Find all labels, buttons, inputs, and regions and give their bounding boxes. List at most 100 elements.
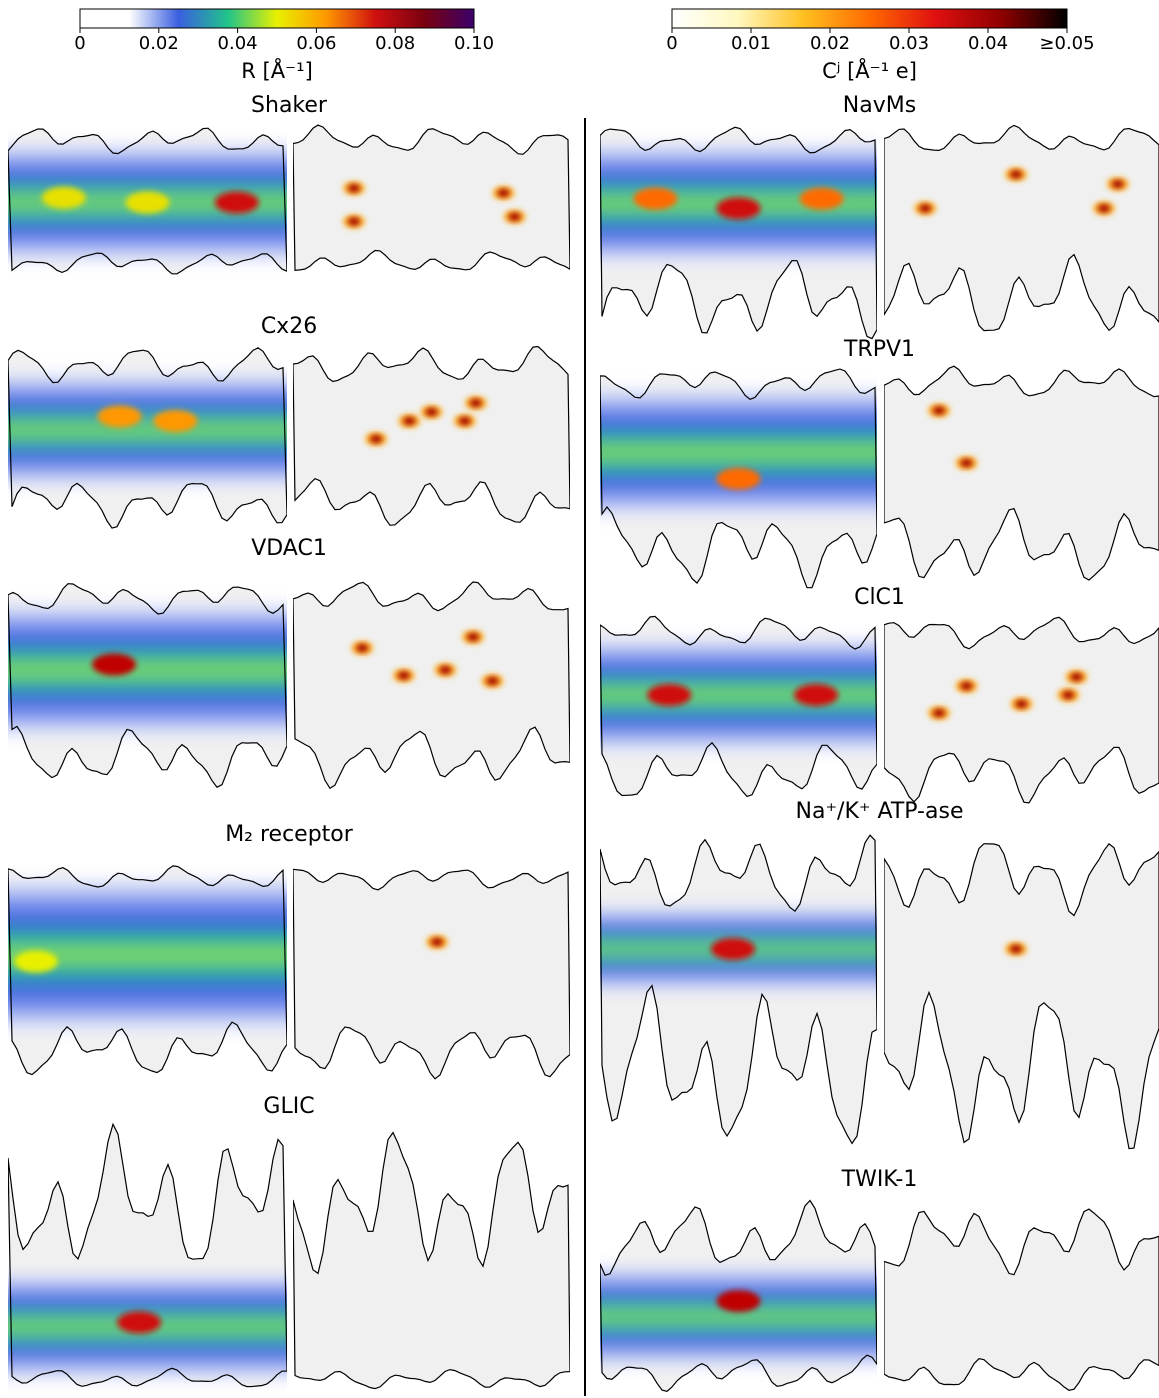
subplot bbox=[580, 127, 897, 338]
hot-spot bbox=[711, 938, 755, 960]
protein-area bbox=[293, 1133, 570, 1389]
charge-spot bbox=[467, 633, 479, 641]
protein-area bbox=[293, 582, 570, 788]
hot-spot bbox=[717, 468, 761, 490]
charge-spot bbox=[459, 417, 471, 425]
charge-spot bbox=[403, 417, 415, 425]
tick-label: 0 bbox=[666, 33, 677, 54]
colorbar bbox=[672, 9, 1067, 28]
hot-spot bbox=[215, 192, 259, 214]
subplot bbox=[580, 369, 897, 588]
charge-spot bbox=[933, 709, 945, 717]
tick-label: 0.02 bbox=[810, 33, 850, 54]
subplot bbox=[293, 347, 570, 526]
hot-spot bbox=[98, 406, 142, 428]
tick-label: 0.02 bbox=[139, 33, 179, 54]
charge-spot bbox=[961, 682, 973, 690]
charge-spot bbox=[398, 672, 410, 680]
protein-area bbox=[293, 347, 570, 526]
charge-spot bbox=[356, 644, 368, 652]
protein-area bbox=[884, 1209, 1159, 1390]
hot-spot bbox=[117, 1311, 161, 1333]
hot-spot bbox=[153, 410, 197, 432]
charge-spot bbox=[439, 666, 451, 674]
panel-title: TWIK-1 bbox=[841, 1167, 918, 1192]
subplot bbox=[0, 1124, 307, 1386]
panel-title: ClC1 bbox=[854, 585, 905, 610]
subplot bbox=[293, 1133, 570, 1389]
hot-spot bbox=[42, 187, 86, 209]
density-band bbox=[0, 375, 307, 485]
charge-spot bbox=[1016, 700, 1028, 708]
charge-spot bbox=[919, 204, 931, 212]
charge-spot bbox=[431, 938, 443, 946]
tick-label: 0.01 bbox=[731, 33, 771, 54]
tick-label: ≥0.05 bbox=[1039, 33, 1094, 54]
charge-spot bbox=[370, 435, 382, 443]
colorbar-label: R [Å⁻¹] bbox=[241, 57, 313, 83]
charge-spot bbox=[1098, 204, 1110, 212]
subplot bbox=[884, 844, 1159, 1149]
density-band bbox=[0, 605, 307, 735]
panel-title: TRPV1 bbox=[843, 337, 915, 362]
subplot bbox=[293, 125, 570, 270]
hot-spot bbox=[794, 684, 838, 706]
panel-title: M₂ receptor bbox=[225, 822, 354, 847]
hot-spot bbox=[126, 192, 170, 214]
charge-spot bbox=[1010, 170, 1022, 178]
subplot bbox=[884, 125, 1159, 330]
density-band bbox=[580, 1268, 897, 1365]
subplot bbox=[0, 128, 307, 274]
charge-spot bbox=[1062, 691, 1074, 699]
charge-spot bbox=[348, 184, 360, 192]
subplot bbox=[884, 1209, 1159, 1390]
hot-spot bbox=[647, 684, 691, 706]
subplot bbox=[580, 616, 897, 796]
tick-label: 0.03 bbox=[889, 33, 929, 54]
subplot bbox=[884, 617, 1159, 803]
charge-spot bbox=[961, 459, 973, 467]
tick-label: 0.06 bbox=[296, 33, 336, 54]
tick-label: 0.08 bbox=[375, 33, 415, 54]
subplot bbox=[580, 835, 897, 1143]
colorbar-label: Cʲ [Å⁻¹ e] bbox=[822, 57, 917, 83]
tick-label: 0.04 bbox=[218, 33, 258, 54]
tick-label: 0 bbox=[74, 33, 85, 54]
tick-label: 0.10 bbox=[454, 33, 494, 54]
hot-spot bbox=[633, 188, 677, 210]
charge-spot bbox=[486, 677, 498, 685]
panel-title: Shaker bbox=[251, 93, 328, 118]
panel-title: VDAC1 bbox=[251, 536, 327, 561]
subplot bbox=[580, 1201, 897, 1392]
panel-title: Na⁺/K⁺ ATP-ase bbox=[796, 799, 964, 824]
hot-spot bbox=[717, 197, 761, 219]
subplot bbox=[293, 869, 570, 1079]
hot-spot bbox=[14, 951, 58, 973]
subplot bbox=[0, 866, 307, 1075]
hot-spot bbox=[800, 188, 844, 210]
charge-spot bbox=[1071, 673, 1083, 681]
panel-title: Cx26 bbox=[261, 314, 317, 339]
protein-area bbox=[884, 844, 1159, 1149]
hot-spot bbox=[92, 654, 136, 676]
protein-area bbox=[293, 125, 570, 270]
charge-spot bbox=[348, 218, 360, 226]
density-band bbox=[580, 390, 897, 515]
figure: 0 0.02 0.04 0.06 0.08 0.10 R [Å⁻¹] 0 0.01 0.02 0.0… bbox=[0, 0, 1159, 1398]
hot-spot bbox=[717, 1290, 761, 1312]
charge-spot bbox=[498, 189, 510, 197]
charge-spot bbox=[470, 399, 482, 407]
subplot bbox=[0, 348, 307, 528]
panel-title: GLIC bbox=[263, 1094, 314, 1119]
protein-area bbox=[884, 366, 1159, 580]
charge-spot bbox=[1010, 945, 1022, 953]
subplot bbox=[884, 366, 1159, 580]
subplot bbox=[293, 582, 570, 788]
protein-area bbox=[884, 125, 1159, 330]
charge-spot bbox=[933, 407, 945, 415]
density-band bbox=[580, 640, 897, 750]
charge-spot bbox=[426, 408, 438, 416]
tick-label: 0.04 bbox=[968, 33, 1008, 54]
panel-title: NavMs bbox=[843, 93, 916, 118]
colorbar bbox=[80, 9, 474, 28]
